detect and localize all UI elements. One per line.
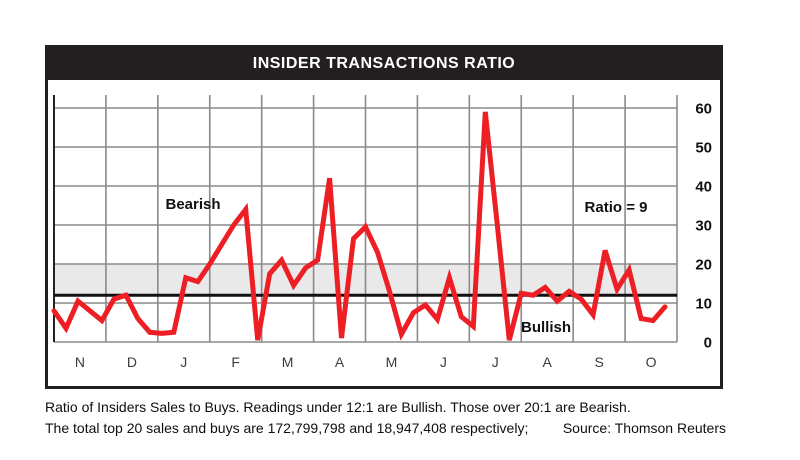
- ytick-label: 50: [695, 140, 712, 157]
- month-label: J: [440, 354, 447, 370]
- ytick-label: 0: [704, 335, 712, 352]
- ytick-label: 10: [695, 296, 712, 313]
- month-label: M: [282, 354, 294, 370]
- ytick-label: 30: [695, 218, 712, 235]
- month-label: N: [75, 354, 85, 370]
- month-label: F: [231, 354, 240, 370]
- month-label: D: [127, 354, 137, 370]
- ratio-line-plot: 0 10 20 30 40 50 60 N D J F M A M J J A S O Bearish Ratio …: [51, 95, 712, 370]
- chart-footer: Ratio of Insiders Sales to Buys. Reading…: [45, 397, 726, 439]
- ratio-annotation-label: Ratio = 9: [585, 199, 648, 216]
- footer-totals: The total top 20 sales and buys are 172,…: [45, 420, 529, 436]
- month-label: O: [646, 354, 657, 370]
- chart-frame: INSIDER TRANSACTIONS RATIO 0 10 20 30 40 50 60…: [45, 45, 723, 389]
- month-label: A: [543, 354, 553, 370]
- footer-line-2: The total top 20 sales and buys are 172,…: [45, 418, 726, 439]
- bullish-label: Bullish: [521, 319, 571, 336]
- month-label: A: [335, 354, 345, 370]
- chart-title-bar: INSIDER TRANSACTIONS RATIO: [48, 48, 720, 80]
- month-label: S: [594, 354, 603, 370]
- bearish-label: Bearish: [165, 196, 220, 213]
- ytick-label: 40: [695, 179, 712, 196]
- footer-source: Source: Thomson Reuters: [562, 420, 726, 436]
- ytick-label: 20: [695, 257, 712, 274]
- month-label: J: [180, 354, 187, 370]
- month-label: M: [386, 354, 398, 370]
- insider-ratio-line: [51, 111, 668, 341]
- chart-title: INSIDER TRANSACTIONS RATIO: [252, 55, 516, 72]
- footer-line-1: Ratio of Insiders Sales to Buys. Reading…: [45, 399, 631, 415]
- ytick-label: 60: [695, 101, 712, 118]
- month-label: J: [492, 354, 499, 370]
